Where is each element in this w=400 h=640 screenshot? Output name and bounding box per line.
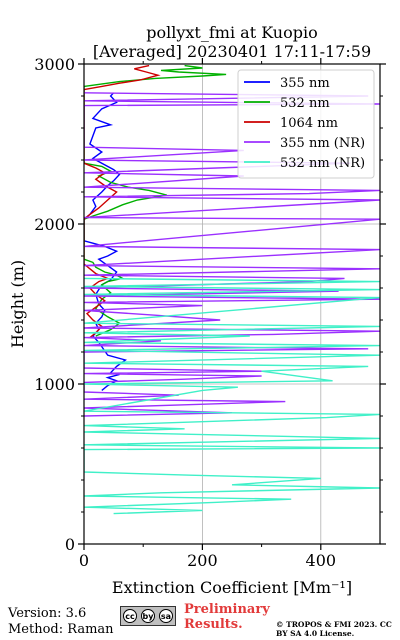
sa-icon: sa — [159, 609, 173, 623]
legend-label-2: 1064 nm — [280, 116, 338, 131]
preliminary-label: Preliminary Results. — [184, 602, 270, 632]
x-tick-label: 400 — [306, 551, 337, 570]
plot-frame — [83, 63, 381, 545]
copyright-text: © TROPOS & FMI 2023. CC BY SA 4.0 Licens… — [276, 620, 392, 638]
series-line-1 — [84, 64, 227, 337]
version-text: Version: 3.6 — [8, 606, 87, 621]
x-axis-label: Extinction Coefficient [Mm⁻¹] — [112, 578, 352, 597]
y-axis-label: Height (m) — [8, 260, 27, 348]
legend-box — [237, 69, 375, 179]
legend-label-3: 355 nm (NR) — [280, 136, 365, 151]
legend-label-0: 355 nm — [280, 76, 330, 91]
method-text: Method: Raman — [8, 622, 114, 637]
cc-icon: cc — [123, 609, 137, 623]
series-line-2 — [84, 64, 161, 339]
series-line-3 — [84, 92, 380, 417]
chart-title: pollyxt_fmi at Kuopio — [146, 23, 317, 42]
y-tick-label: 1000 — [34, 375, 75, 394]
chart-subtitle: [Averaged] 20230401 17:11-17:59 — [93, 42, 371, 61]
y-tick-label: 2000 — [34, 215, 75, 234]
y-tick-label: 3000 — [34, 55, 75, 74]
y-tick-label: 0 — [65, 535, 75, 554]
cc-license-badge: cc by sa — [120, 606, 176, 626]
x-tick-label: 200 — [187, 551, 218, 570]
series-line-4 — [84, 277, 380, 515]
legend-label-1: 532 nm — [280, 96, 330, 111]
extinction-chart: 0 200 400 0 1000 2000 3000 pollyxt_fmi at Kuopi… — [8, 23, 386, 597]
x-tick-label: 0 — [79, 551, 89, 570]
series-line-0 — [84, 92, 127, 391]
legend-label-4: 532 nm (NR) — [280, 156, 365, 171]
by-icon: by — [141, 609, 155, 623]
